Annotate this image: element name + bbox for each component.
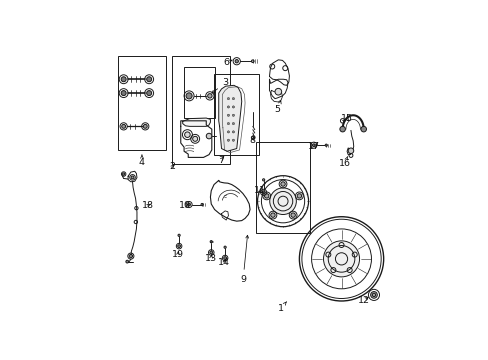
Text: 11: 11 — [253, 186, 265, 195]
Polygon shape — [269, 60, 289, 85]
Polygon shape — [218, 85, 241, 151]
Circle shape — [269, 188, 296, 215]
Text: 1: 1 — [277, 302, 286, 313]
Circle shape — [227, 114, 229, 116]
Circle shape — [323, 241, 359, 277]
Circle shape — [227, 98, 229, 100]
Circle shape — [122, 125, 125, 128]
Bar — [214, 74, 259, 156]
Circle shape — [270, 213, 275, 217]
Circle shape — [227, 106, 229, 108]
Text: 9: 9 — [240, 235, 248, 284]
Polygon shape — [210, 180, 249, 221]
Circle shape — [227, 139, 229, 141]
Circle shape — [232, 114, 234, 116]
Circle shape — [370, 292, 377, 298]
Text: 15: 15 — [340, 113, 352, 122]
Circle shape — [121, 91, 126, 96]
Text: 16: 16 — [338, 157, 350, 168]
Polygon shape — [181, 121, 211, 157]
Polygon shape — [183, 118, 210, 126]
Circle shape — [274, 89, 281, 95]
Circle shape — [185, 93, 192, 99]
Polygon shape — [128, 171, 137, 182]
Circle shape — [262, 179, 264, 181]
Circle shape — [184, 132, 190, 138]
Circle shape — [227, 122, 229, 125]
Text: 14: 14 — [218, 258, 230, 267]
Circle shape — [146, 77, 151, 82]
Circle shape — [187, 203, 190, 206]
Circle shape — [206, 133, 211, 139]
Circle shape — [122, 173, 124, 175]
Text: 12: 12 — [357, 296, 369, 305]
Circle shape — [131, 176, 134, 179]
Bar — [171, 56, 229, 164]
Text: 8: 8 — [249, 136, 255, 145]
Circle shape — [347, 148, 353, 153]
Text: 3: 3 — [211, 78, 228, 93]
Circle shape — [192, 136, 197, 141]
Circle shape — [209, 251, 212, 254]
Text: 13: 13 — [204, 255, 217, 264]
Polygon shape — [269, 79, 287, 99]
Circle shape — [227, 131, 229, 133]
Circle shape — [235, 59, 238, 63]
Text: 6: 6 — [223, 58, 232, 67]
Text: 18: 18 — [142, 201, 154, 210]
Circle shape — [232, 106, 234, 108]
Circle shape — [262, 191, 264, 194]
Circle shape — [232, 139, 234, 141]
Circle shape — [264, 194, 268, 198]
Circle shape — [146, 91, 151, 96]
Circle shape — [232, 131, 234, 133]
Text: 7: 7 — [218, 156, 224, 165]
Circle shape — [251, 60, 254, 63]
Circle shape — [339, 126, 345, 132]
Polygon shape — [270, 90, 282, 102]
Circle shape — [143, 125, 147, 128]
Circle shape — [201, 203, 203, 206]
Circle shape — [312, 144, 315, 147]
Circle shape — [232, 98, 234, 100]
Circle shape — [129, 255, 132, 258]
Text: 4: 4 — [139, 155, 144, 167]
Bar — [183, 67, 214, 118]
Bar — [256, 141, 309, 233]
Circle shape — [224, 257, 226, 260]
Circle shape — [297, 194, 301, 198]
Circle shape — [290, 213, 295, 217]
Text: 2: 2 — [169, 162, 175, 171]
Circle shape — [224, 246, 226, 248]
Text: 17: 17 — [308, 142, 320, 151]
Circle shape — [210, 240, 212, 243]
Circle shape — [178, 234, 180, 237]
Circle shape — [360, 126, 366, 132]
Text: 5: 5 — [274, 101, 281, 114]
Circle shape — [177, 245, 180, 247]
Polygon shape — [221, 211, 228, 220]
Circle shape — [125, 260, 128, 263]
Circle shape — [280, 182, 285, 186]
Circle shape — [325, 144, 327, 146]
Bar — [117, 56, 166, 150]
Circle shape — [232, 122, 234, 125]
Circle shape — [207, 94, 212, 98]
Text: 19: 19 — [172, 250, 183, 259]
Circle shape — [121, 77, 126, 82]
Text: 10: 10 — [179, 201, 190, 210]
